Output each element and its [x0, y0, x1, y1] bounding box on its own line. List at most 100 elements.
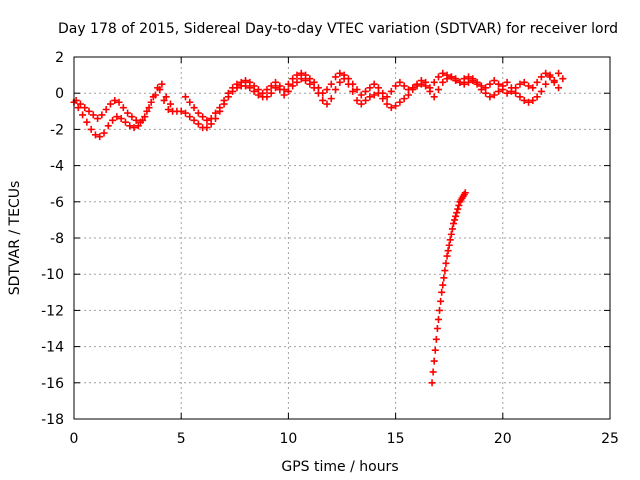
data-point	[91, 131, 99, 139]
y-tick-label: -16	[41, 376, 64, 392]
data-point	[451, 216, 459, 224]
data-point	[448, 225, 456, 233]
data-point	[344, 75, 352, 83]
data-point	[439, 78, 447, 86]
data-point	[162, 93, 170, 101]
data-point	[96, 133, 104, 141]
data-point	[94, 115, 102, 123]
data-point	[186, 98, 194, 106]
data-point	[327, 80, 335, 88]
data-point	[444, 247, 452, 255]
data-point	[439, 69, 447, 77]
data-point	[102, 105, 110, 113]
data-point	[194, 120, 202, 128]
data-point	[130, 124, 138, 132]
x-tick-label: 10	[279, 431, 297, 447]
y-tick-label: 0	[55, 86, 64, 102]
data-point	[434, 73, 442, 81]
data-point	[89, 111, 97, 119]
data-point	[323, 86, 331, 94]
data-point	[136, 118, 144, 126]
data-point	[449, 220, 457, 228]
data-point	[404, 86, 412, 94]
data-point	[447, 73, 455, 81]
data-point	[141, 113, 149, 121]
data-point	[387, 87, 395, 95]
data-point	[115, 98, 123, 106]
data-point	[392, 102, 400, 110]
data-point	[379, 89, 387, 97]
axis-ticks: 20-2-4-6-8-10-12-14-16-180 5 10 15 20 25	[41, 50, 619, 447]
data-point	[186, 113, 194, 121]
data-point	[109, 116, 117, 124]
data-point	[85, 107, 93, 115]
data-point	[442, 259, 450, 267]
data-point	[443, 71, 451, 79]
data-point	[267, 82, 275, 90]
data-point	[452, 212, 460, 220]
data-point	[362, 87, 370, 95]
data-point	[533, 78, 541, 86]
data-point	[520, 96, 528, 104]
data-point	[446, 236, 454, 244]
data-point	[158, 80, 166, 88]
data-point	[434, 315, 442, 323]
series-descending-segment	[428, 189, 469, 387]
data-point	[145, 104, 153, 112]
data-points	[70, 69, 567, 387]
data-point	[259, 89, 267, 97]
data-point	[400, 95, 408, 103]
data-point	[276, 82, 284, 90]
data-point	[452, 77, 460, 85]
data-point	[486, 80, 494, 88]
data-point	[242, 77, 250, 85]
data-point	[499, 86, 507, 94]
data-point	[254, 86, 262, 94]
data-point	[280, 86, 288, 94]
data-point	[436, 306, 444, 314]
data-point	[453, 209, 461, 217]
data-point	[199, 113, 207, 121]
data-point	[177, 107, 185, 115]
chart-title: Day 178 of 2015, Sidereal Day-to-day VTE…	[58, 21, 618, 37]
data-point	[190, 116, 198, 124]
data-point	[246, 78, 254, 86]
data-point	[220, 96, 228, 104]
data-point	[433, 325, 441, 332]
data-point	[119, 104, 127, 112]
data-point	[128, 113, 136, 121]
data-point	[113, 113, 121, 121]
y-tick-label: -6	[50, 195, 64, 211]
data-point	[117, 115, 125, 123]
data-point	[495, 80, 503, 88]
data-point	[212, 109, 220, 117]
grid-layer	[74, 57, 610, 419]
data-point	[529, 84, 537, 92]
data-point	[503, 78, 511, 86]
data-point	[525, 98, 533, 106]
data-point	[149, 93, 157, 101]
data-point	[74, 104, 82, 112]
data-point	[216, 104, 224, 112]
data-point	[512, 84, 520, 92]
data-point	[362, 96, 370, 104]
data-point	[490, 91, 498, 99]
data-point	[76, 100, 84, 108]
data-point	[396, 98, 404, 106]
y-tick-label: -10	[41, 267, 64, 283]
data-point	[525, 82, 533, 90]
data-point	[490, 77, 498, 85]
data-point	[454, 205, 462, 213]
x-tick-label: 25	[601, 431, 619, 447]
data-point	[229, 84, 237, 92]
data-point	[542, 80, 550, 88]
data-point	[100, 129, 108, 137]
data-point	[121, 118, 129, 126]
data-point	[383, 100, 391, 108]
data-point	[482, 84, 490, 92]
data-point	[263, 93, 271, 101]
data-point	[417, 77, 425, 85]
data-point	[207, 115, 215, 123]
data-point	[374, 84, 382, 92]
series-band-1	[70, 73, 567, 141]
